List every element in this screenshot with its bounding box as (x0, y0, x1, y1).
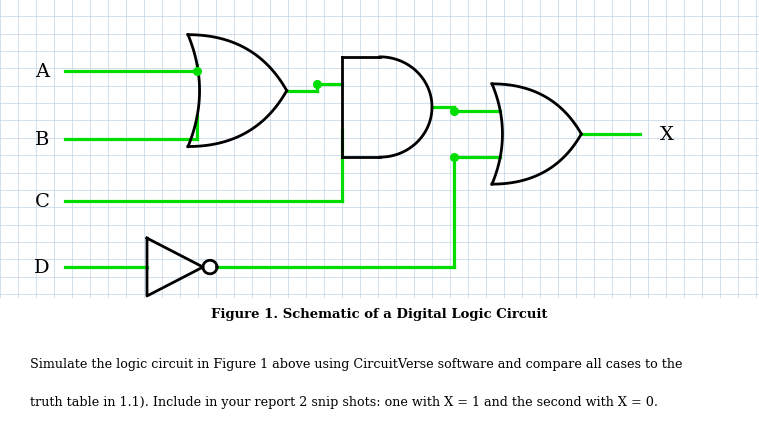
Text: C: C (35, 193, 49, 211)
Text: B: B (35, 130, 49, 148)
Text: Simulate the logic circuit in Figure 1 above using CircuitVerse software and com: Simulate the logic circuit in Figure 1 a… (30, 357, 683, 370)
Text: Figure 1. Schematic of a Digital Logic Circuit: Figure 1. Schematic of a Digital Logic C… (211, 308, 548, 321)
Text: X: X (660, 126, 674, 144)
Text: truth table in 1.1). Include in your report 2 snip shots: one with X = 1 and the: truth table in 1.1). Include in your rep… (30, 395, 658, 408)
Text: A: A (35, 63, 49, 81)
Text: D: D (34, 259, 50, 276)
